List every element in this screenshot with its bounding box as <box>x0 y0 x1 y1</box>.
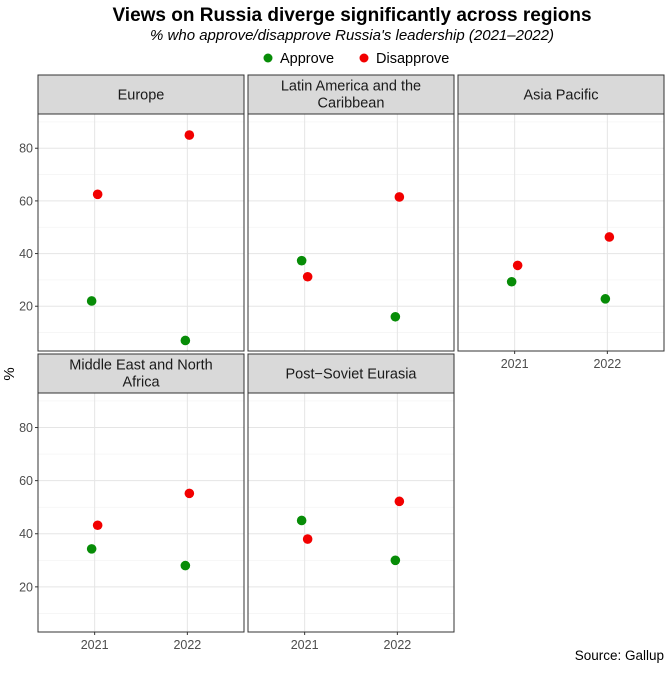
chart-subtitle: % who approve/disapprove Russia's leader… <box>150 27 554 44</box>
chart-title: Views on Russia diverge significantly ac… <box>112 5 591 26</box>
legend-approve-label: Approve <box>280 51 334 67</box>
point-disapprove <box>302 534 313 544</box>
panel-title: Asia Pacific <box>524 88 599 104</box>
x-tick-label: 2021 <box>81 638 109 652</box>
y-axis-label: % <box>1 367 18 380</box>
point-approve <box>296 255 307 266</box>
panel-border <box>457 113 665 352</box>
panel-0: Europe 20 40 60 80 <box>19 74 245 352</box>
y-tick-label: 60 <box>19 474 33 488</box>
panel-title: Middle East and North <box>69 358 212 374</box>
panel-border <box>247 392 455 633</box>
point-disapprove <box>302 271 313 282</box>
panel-title: Latin America and the <box>281 79 421 95</box>
panel-4: Post−Soviet Eurasia 2021 2022 <box>247 353 455 652</box>
point-disapprove <box>604 232 615 242</box>
source-text: Source: Gallup <box>575 648 664 663</box>
y-tick-label: 20 <box>19 300 33 314</box>
x-tick-label: 2022 <box>593 357 621 371</box>
x-tick-label: 2022 <box>383 638 411 652</box>
point-approve <box>86 296 97 306</box>
point-approve <box>600 294 611 304</box>
point-disapprove <box>92 520 103 531</box>
point-disapprove <box>512 260 523 271</box>
point-approve <box>180 560 191 571</box>
x-tick-label: 2021 <box>291 638 319 652</box>
legend: Approve Disapprove <box>263 51 449 67</box>
y-tick-label: 40 <box>19 247 33 261</box>
panel-strip <box>247 353 455 394</box>
panel-2: Asia Pacific 2021 2022 <box>457 74 665 371</box>
panel-border <box>37 392 245 633</box>
panel-strip <box>247 74 455 115</box>
point-approve <box>86 544 97 554</box>
point-approve <box>180 335 191 346</box>
panel-border <box>247 113 455 352</box>
y-tick-label: 40 <box>19 527 33 541</box>
panels: Europe 20 40 60 80 Latin America and theCarib… <box>19 74 665 652</box>
point-disapprove <box>394 496 405 507</box>
y-tick-label: 80 <box>19 142 33 156</box>
panel-strip <box>37 74 245 115</box>
point-disapprove <box>184 488 195 499</box>
point-disapprove <box>394 192 405 202</box>
panel-title: Caribbean <box>318 96 385 112</box>
x-tick-label: 2021 <box>501 357 529 371</box>
y-tick-label: 20 <box>19 580 33 594</box>
x-tick-label: 2022 <box>173 638 201 652</box>
panel-border <box>37 113 245 352</box>
point-approve <box>506 276 517 287</box>
point-approve <box>296 515 307 526</box>
point-disapprove <box>92 189 103 200</box>
point-approve <box>390 555 401 566</box>
legend-disapprove-marker <box>359 53 369 63</box>
panel-title: Africa <box>122 375 160 391</box>
panel-title: Post−Soviet Eurasia <box>286 367 418 383</box>
y-tick-label: 60 <box>19 194 33 208</box>
y-tick-label: 80 <box>19 421 33 435</box>
point-disapprove <box>184 130 195 140</box>
legend-disapprove-label: Disapprove <box>376 51 449 67</box>
legend-approve-marker <box>263 53 273 63</box>
point-approve <box>390 311 401 322</box>
panel-title: Europe <box>118 88 165 104</box>
